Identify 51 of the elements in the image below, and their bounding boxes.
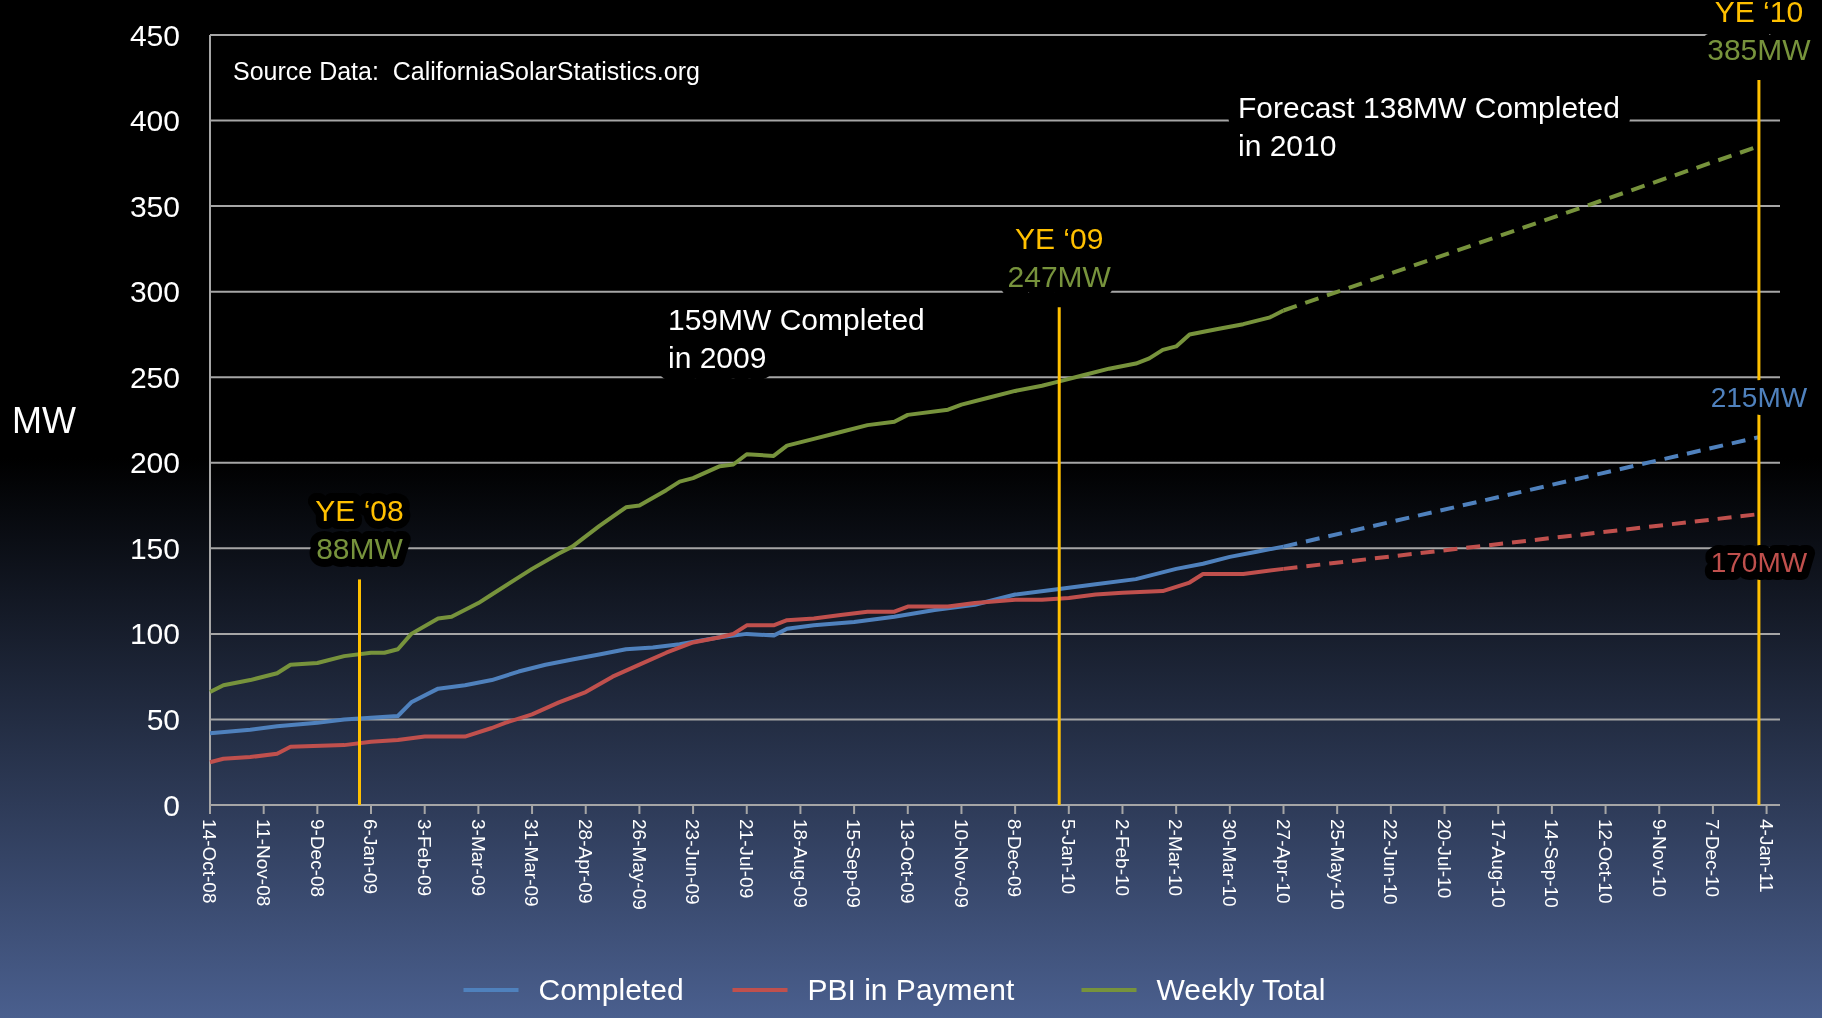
- x-tick-label: 5-Jan-10: [1058, 819, 1080, 894]
- annotation: Source Data: CaliforniaSolarStatistics.org: [233, 57, 700, 85]
- x-tick-label: 15-Sep-09: [843, 819, 865, 908]
- x-tick-label: 8-Dec-09: [1004, 819, 1026, 898]
- x-tick-label: 22-Jun-10: [1380, 819, 1402, 905]
- x-tick-label: 3-Mar-09: [467, 819, 489, 897]
- x-tick-label: 2-Mar-10: [1165, 819, 1187, 897]
- y-tick-label: 250: [129, 360, 180, 394]
- x-tick-label: 2-Feb-10: [1111, 819, 1133, 897]
- y-tick-label: 400: [129, 104, 180, 138]
- x-tick-label: 18-Aug-09: [789, 819, 811, 908]
- y-tick-label: 300: [129, 275, 180, 309]
- y-tick-label: 100: [129, 617, 180, 651]
- y-tick-label: 200: [129, 446, 180, 480]
- x-tick-label: 6-Jan-09: [360, 819, 382, 894]
- x-tick-label: 4-Jan-11: [1755, 819, 1777, 893]
- x-tick-label: 3-Feb-09: [414, 819, 436, 897]
- x-tick-label: 21-Jul-09: [736, 819, 758, 899]
- annotation: 247MW: [1007, 260, 1112, 294]
- x-tick-label: 13-Oct-09: [897, 819, 919, 904]
- legend-label: PBI in Payment: [807, 973, 1015, 1006]
- x-tick-label: 12-Oct-10: [1594, 819, 1616, 904]
- x-tick-label: 9-Nov-10: [1648, 819, 1670, 898]
- y-tick-label: 450: [129, 18, 180, 52]
- x-tick-label: 14-Sep-10: [1541, 819, 1563, 908]
- ref-line-label: YE ‘09: [1015, 222, 1104, 256]
- x-tick-label: 23-Jun-09: [682, 819, 704, 905]
- y-axis-title: MW: [12, 399, 76, 441]
- x-tick-label: 9-Dec-08: [306, 819, 328, 898]
- x-tick-label: 14-Oct-08: [199, 819, 221, 904]
- annotation: 385MW: [1707, 33, 1812, 66]
- x-tick-label: 26-May-09: [628, 819, 650, 910]
- x-tick-label: 31-Mar-09: [521, 819, 543, 907]
- y-tick-label: 50: [146, 702, 180, 736]
- x-tick-label: 28-Apr-09: [575, 819, 597, 904]
- legend-label: Completed: [538, 973, 684, 1006]
- ref-line-label: YE ‘10: [1714, 0, 1804, 28]
- y-tick-label: 350: [129, 189, 180, 223]
- ref-line-label: YE ‘08: [315, 494, 404, 528]
- x-tick-label: 27-Apr-10: [1272, 819, 1294, 904]
- x-tick-label: 10-Nov-09: [950, 819, 972, 908]
- x-tick-label: 20-Jul-10: [1433, 819, 1455, 899]
- x-tick-label: 17-Aug-10: [1487, 819, 1509, 908]
- x-tick-label: 30-Mar-10: [1219, 819, 1241, 907]
- x-tick-label: 25-May-10: [1326, 819, 1348, 910]
- y-tick-label: 150: [129, 531, 180, 565]
- x-tick-label: 7-Dec-10: [1702, 819, 1724, 898]
- x-tick-label: 11-Nov-08: [253, 819, 275, 907]
- legend-label: Weekly Total: [1156, 973, 1326, 1006]
- annotation: 159MW Completed in 2009: [668, 303, 925, 375]
- y-tick-label: 0: [163, 788, 180, 822]
